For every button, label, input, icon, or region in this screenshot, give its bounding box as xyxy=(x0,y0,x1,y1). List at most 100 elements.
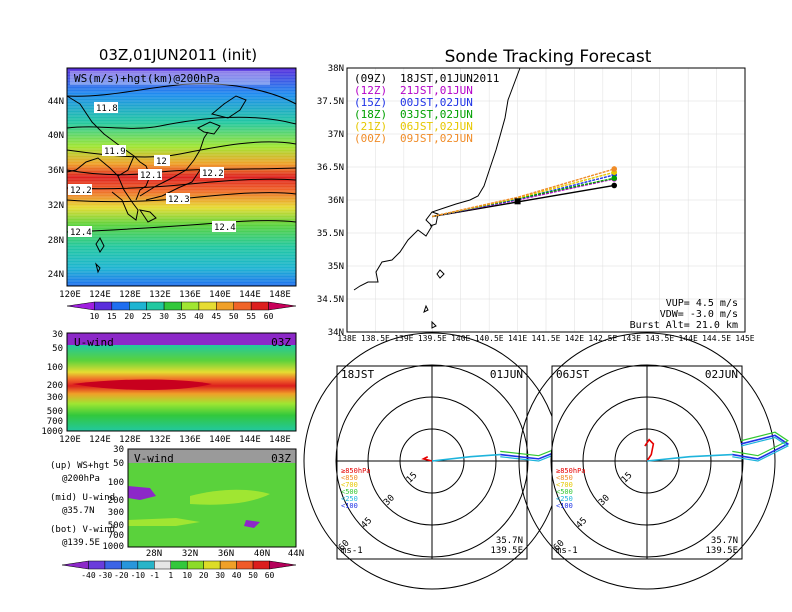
hodo-line xyxy=(732,436,789,462)
ytick-label: 200 xyxy=(47,381,63,391)
ytick-label: 44N xyxy=(48,97,64,107)
v-wind-patch xyxy=(244,520,260,528)
ytick-label: 50 xyxy=(52,344,63,354)
xtick-label: 32N xyxy=(182,549,198,559)
u-wind-panel: U-wind 03Z 30 50 100 200 300 500 700 100… xyxy=(41,330,297,445)
xtick-label: 132E xyxy=(149,435,171,445)
hodo-time: 06JST xyxy=(556,368,589,381)
colorbar-cell xyxy=(94,301,113,311)
xtick-label: 138E xyxy=(337,334,356,343)
tracking-tracks xyxy=(432,166,618,218)
ytick-label: 30 xyxy=(52,330,63,340)
xtick-label: 44N xyxy=(288,549,304,559)
xtick-label: 128E xyxy=(119,290,141,300)
colorbar-label: 1 xyxy=(168,571,173,580)
colorbar-label: 50 xyxy=(248,571,258,580)
hodo-ring xyxy=(518,332,776,590)
ytick-label: 37N xyxy=(328,130,344,140)
ytick-label: 100 xyxy=(47,363,63,373)
track-line xyxy=(432,168,615,218)
hodo-unit: ms-1 xyxy=(341,546,363,556)
param-vdw: VDW= -3.0 m/s xyxy=(660,309,738,320)
tracking-title: Sonde Tracking Forecast xyxy=(445,47,652,67)
ytick-label: 500 xyxy=(108,521,124,531)
hodo-level-label: <850 xyxy=(556,474,573,482)
xtick-label: 141E xyxy=(508,334,527,343)
legend-time: 03JST,02JUN xyxy=(400,108,473,121)
ytick-label: 36.5N xyxy=(317,163,344,173)
legend-line: (up) WS+hgt xyxy=(50,461,110,471)
hodo-date: 01JUN xyxy=(490,368,523,381)
colorbar-cell xyxy=(252,560,270,570)
ytick-label: 1000 xyxy=(102,542,124,552)
colorbar-label: 40 xyxy=(232,571,242,580)
colorbar-cell xyxy=(236,560,254,570)
v-wind-top-band xyxy=(128,449,296,463)
xtick-label: 138.5E xyxy=(361,334,390,343)
ytick-label: 300 xyxy=(108,508,124,518)
contour-label: 12.1 xyxy=(140,171,162,181)
legend-code: (18Z) xyxy=(354,108,387,121)
u-wind-jet-core xyxy=(72,379,212,390)
ytick-label: 700 xyxy=(108,531,124,541)
hodo-level-label: <500 xyxy=(341,488,358,496)
colorbar-cell xyxy=(233,301,252,311)
xtick-label: 143E xyxy=(622,334,641,343)
ytick-label: 50 xyxy=(113,459,124,469)
track-checkpoint xyxy=(514,198,521,205)
colorbar-label: 30 xyxy=(159,312,169,321)
xtick-label: 128E xyxy=(119,435,141,445)
xtick-label: 120E xyxy=(59,435,81,445)
v-wind-xticks: 28N 32N 36N 40N 44N xyxy=(146,549,304,559)
tracking-xticks: 138E 138.5E 139E 139.5E 140E 140.5E 141E 141.5E… xyxy=(337,334,754,343)
contour-label: 12.2 xyxy=(70,186,92,196)
xtick-label: 140E xyxy=(451,334,470,343)
u-wind-top-band xyxy=(67,333,296,345)
colorbar-cell xyxy=(186,560,204,570)
ytick-label: 35.5N xyxy=(317,229,344,239)
colorbar-label: 15 xyxy=(107,312,117,321)
xtick-label: 139.5E xyxy=(418,334,447,343)
legend-time: 21JST,01JUN xyxy=(400,84,473,97)
hodograph-18jst: 18JST 01JUN15304560≥850hPa<850<700<500<25… xyxy=(303,332,568,590)
xtick-label: 144E xyxy=(239,290,261,300)
hodo-date: 02JUN xyxy=(705,368,738,381)
tracking-legend: (09Z) 18JST,01JUN2011 (12Z) 21JST,01JUN (15Z… xyxy=(354,72,499,145)
xtick-label: 144E xyxy=(679,334,698,343)
xtick-label: 140E xyxy=(209,290,231,300)
legend-code: (12Z) xyxy=(354,84,387,97)
xtick-label: 136E xyxy=(179,435,201,445)
xtick-label: 124E xyxy=(89,290,111,300)
ytick-label: 200 xyxy=(108,496,124,506)
xtick-label: 40N xyxy=(254,549,270,559)
hodo-time: 18JST xyxy=(341,368,374,381)
legend-line: (mid) U-wind xyxy=(50,493,115,503)
ytick-label: 34.5N xyxy=(317,295,344,305)
colorbar-label: -10 xyxy=(131,571,146,580)
xtick-label: 143.5E xyxy=(645,334,674,343)
panel-legend: (up) WS+hgt @200hPa (mid) U-wind @35.7N … xyxy=(50,461,115,548)
hodo-line xyxy=(421,456,433,462)
ytick-label: 1000 xyxy=(41,427,63,437)
hodo-level-label: ≥850hPa xyxy=(556,467,586,475)
colorbar-label: 35 xyxy=(177,312,187,321)
tracking-coastline xyxy=(353,67,521,329)
contour-label: 12.3 xyxy=(168,195,190,205)
legend-time: 00JST,02JUN xyxy=(400,96,473,109)
colorbar-cell xyxy=(121,560,139,570)
ytick-label: 34N xyxy=(328,328,344,338)
colorbar-label: 25 xyxy=(142,312,152,321)
legend-code: (00Z) xyxy=(354,132,387,145)
colorbar-cell xyxy=(198,301,217,311)
xtick-label: 28N xyxy=(146,549,162,559)
ytick-label: 28N xyxy=(48,236,64,246)
ytick-label: 700 xyxy=(47,417,63,427)
xtick-label: 120E xyxy=(59,290,81,300)
legend-time: 09JST,02JUN xyxy=(400,132,473,145)
colorbar-cell xyxy=(269,560,297,570)
xtick-label: 136E xyxy=(179,290,201,300)
hodo-level-label: <700 xyxy=(556,481,573,489)
xtick-label: 142E xyxy=(565,334,584,343)
ytick-label: 37.5N xyxy=(317,97,344,107)
ytick-label: 500 xyxy=(47,407,63,417)
